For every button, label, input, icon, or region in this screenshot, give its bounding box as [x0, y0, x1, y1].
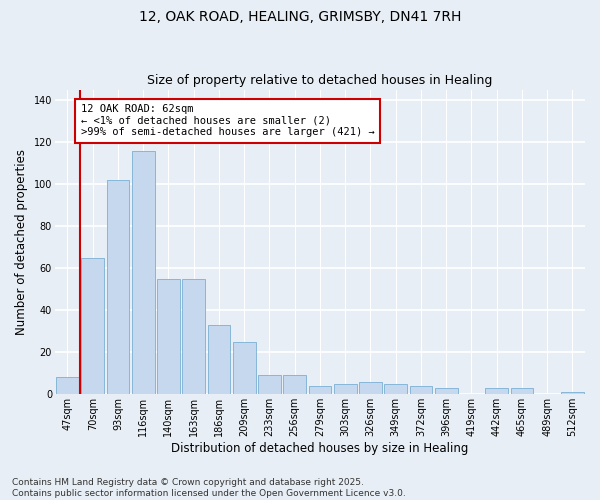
- Bar: [359, 382, 382, 394]
- X-axis label: Distribution of detached houses by size in Healing: Distribution of detached houses by size …: [171, 442, 469, 455]
- Bar: [258, 376, 281, 394]
- Bar: [132, 150, 155, 394]
- Text: 12 OAK ROAD: 62sqm
← <1% of detached houses are smaller (2)
>99% of semi-detache: 12 OAK ROAD: 62sqm ← <1% of detached hou…: [80, 104, 374, 138]
- Bar: [511, 388, 533, 394]
- Bar: [334, 384, 356, 394]
- Bar: [208, 325, 230, 394]
- Bar: [157, 278, 180, 394]
- Text: Contains HM Land Registry data © Crown copyright and database right 2025.
Contai: Contains HM Land Registry data © Crown c…: [12, 478, 406, 498]
- Bar: [56, 378, 79, 394]
- Text: 12, OAK ROAD, HEALING, GRIMSBY, DN41 7RH: 12, OAK ROAD, HEALING, GRIMSBY, DN41 7RH: [139, 10, 461, 24]
- Bar: [485, 388, 508, 394]
- Bar: [384, 384, 407, 394]
- Bar: [308, 386, 331, 394]
- Bar: [82, 258, 104, 394]
- Bar: [435, 388, 458, 394]
- Bar: [233, 342, 256, 394]
- Bar: [410, 386, 432, 394]
- Bar: [182, 278, 205, 394]
- Bar: [561, 392, 584, 394]
- Bar: [283, 376, 306, 394]
- Y-axis label: Number of detached properties: Number of detached properties: [15, 149, 28, 335]
- Bar: [107, 180, 130, 394]
- Title: Size of property relative to detached houses in Healing: Size of property relative to detached ho…: [147, 74, 493, 87]
